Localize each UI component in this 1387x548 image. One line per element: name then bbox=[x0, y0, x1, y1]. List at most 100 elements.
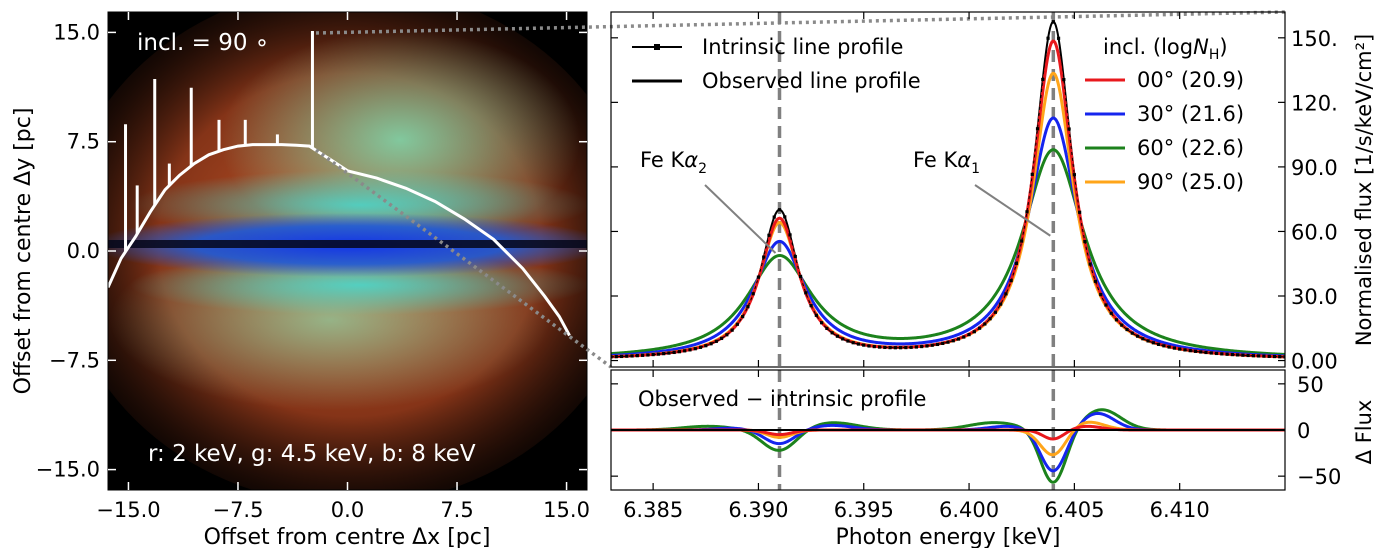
intrinsic-marker bbox=[630, 354, 634, 358]
image-y-tick-label: −7.5 bbox=[49, 348, 100, 372]
intrinsic-marker bbox=[741, 315, 745, 319]
legend-left: Intrinsic line profile Observed line pro… bbox=[632, 35, 921, 93]
intrinsic-marker bbox=[804, 291, 808, 295]
legend-right-title: incl. (logNH) bbox=[1103, 35, 1228, 63]
intrinsic-marker bbox=[825, 326, 829, 331]
intrinsic-marker bbox=[614, 355, 618, 359]
intrinsic-marker bbox=[899, 346, 903, 350]
intrinsic-marker bbox=[1278, 355, 1282, 359]
delta-tick-label: 50 bbox=[1297, 373, 1324, 397]
legend-intrinsic-label: Intrinsic line profile bbox=[702, 35, 903, 59]
observed-profile-line bbox=[611, 21, 1285, 358]
intrinsic-marker bbox=[1241, 353, 1245, 357]
energy-axis-label: Photon energy [keV] bbox=[835, 525, 1060, 548]
image-panel: −15.0 −7.5 0.0 7.5 15.0 15.0 7.5 0.0 −7.5 −15.0 i… bbox=[11, 11, 590, 548]
flux-tick-label: 90.0 bbox=[1291, 156, 1338, 180]
intrinsic-marker bbox=[1020, 239, 1024, 243]
inclination-label: incl. = 90 ∘ bbox=[137, 30, 269, 56]
intrinsic-marker bbox=[1204, 350, 1208, 355]
energy-tick-label: 6.395 bbox=[834, 498, 894, 522]
intrinsic-marker bbox=[1157, 342, 1161, 346]
intrinsic-marker bbox=[1141, 337, 1145, 341]
intrinsic-marker bbox=[999, 302, 1003, 306]
intrinsic-marker bbox=[1188, 349, 1192, 353]
intrinsic-marker bbox=[788, 233, 792, 237]
residual-annotation: Observed − intrinsic profile bbox=[638, 387, 926, 411]
intrinsic-marker bbox=[625, 354, 629, 358]
image-x-tick-label: 7.5 bbox=[440, 498, 473, 522]
profile-series-1 bbox=[611, 116, 1285, 358]
intrinsic-marker bbox=[1125, 327, 1129, 332]
energy-tick-label: 6.385 bbox=[623, 498, 683, 522]
intrinsic-marker bbox=[846, 339, 850, 343]
intrinsic-marker bbox=[1051, 20, 1055, 24]
intrinsic-marker bbox=[704, 344, 708, 348]
flux-tick-label: 120. bbox=[1291, 91, 1338, 115]
legend-intrinsic-marker bbox=[654, 44, 660, 50]
image-x-tick-label: −7.5 bbox=[212, 498, 263, 522]
bottom-ticks: 6.385 6.390 6.395 6.400 6.405 6.410 50 0 −50 bbox=[611, 370, 1341, 522]
intrinsic-marker bbox=[1193, 349, 1198, 353]
fe-ka1-arrow bbox=[974, 184, 1051, 237]
fe-ka2-arrow bbox=[704, 184, 777, 254]
intrinsic-marker bbox=[656, 352, 660, 356]
image-y-tick-label: 0.0 bbox=[67, 239, 100, 263]
flux-axis-label: Normalised flux [1/s/keV/cm²] bbox=[1352, 34, 1376, 346]
fe-ka2-label: Fe Kα2 bbox=[640, 148, 707, 177]
intrinsic-marker bbox=[1035, 127, 1040, 131]
intrinsic-marker bbox=[619, 354, 624, 359]
intrinsic-marker bbox=[988, 317, 992, 321]
legend-label-0: 00° (20.9) bbox=[1137, 68, 1244, 92]
zoom-connectors bbox=[314, 10, 1286, 369]
intrinsic-marker bbox=[1120, 323, 1124, 327]
annotation-fe-ka2: Fe Kα2 bbox=[640, 148, 777, 254]
intrinsic-marker bbox=[1004, 292, 1008, 296]
fe-ka1-label: Fe Kα1 bbox=[913, 148, 980, 177]
intrinsic-marker bbox=[1062, 78, 1066, 82]
intrinsic-marker bbox=[762, 255, 766, 259]
flux-tick-label: 60.0 bbox=[1291, 220, 1338, 244]
energy-tick-label: 6.390 bbox=[728, 498, 788, 522]
intrinsic-marker bbox=[809, 303, 813, 308]
energy-tick-label: 6.400 bbox=[939, 498, 999, 522]
intrinsic-marker bbox=[746, 305, 750, 309]
top-frame bbox=[610, 11, 1286, 368]
intrinsic-marker bbox=[1056, 36, 1061, 40]
overlay-spikes bbox=[124, 30, 314, 252]
legend-label-2: 60° (22.6) bbox=[1137, 136, 1244, 160]
intrinsic-marker bbox=[856, 342, 861, 346]
intrinsic-marker bbox=[1146, 339, 1150, 343]
legend-observed-label: Observed line profile bbox=[702, 69, 921, 93]
intrinsic-marker bbox=[783, 215, 787, 219]
image-x-tick-label: 0.0 bbox=[331, 498, 364, 522]
image-y-axis-label: Offset from centre Δy [pc] bbox=[11, 108, 36, 395]
intrinsic-marker bbox=[904, 345, 908, 350]
legend-label-1: 30° (21.6) bbox=[1137, 102, 1244, 126]
intrinsic-marker bbox=[841, 337, 845, 341]
intrinsic-marker bbox=[1251, 354, 1256, 358]
residual-series-1 bbox=[611, 411, 1285, 473]
intrinsic-marker bbox=[1199, 350, 1203, 354]
delta-tick-label: −50 bbox=[1297, 465, 1341, 489]
line-profile-panel: 0.00 30.0 60.0 90.0 120. 150. Normalised flux… bbox=[610, 11, 1376, 374]
intrinsic-marker bbox=[777, 208, 782, 212]
intrinsic-marker bbox=[930, 343, 934, 347]
intrinsic-marker bbox=[814, 313, 818, 317]
intrinsic-marker bbox=[709, 342, 713, 346]
image-y-tick-label: 15.0 bbox=[53, 20, 100, 44]
residual-panel: 6.385 6.390 6.395 6.400 6.405 6.410 50 0 −50 Obs… bbox=[610, 369, 1376, 548]
image-x-tick-label: 15.0 bbox=[543, 498, 590, 522]
intrinsic-marker bbox=[951, 339, 955, 343]
flux-tick-label: 0.00 bbox=[1291, 350, 1338, 374]
intrinsic-marker bbox=[835, 334, 840, 338]
legend-right: incl. (logNH) 00° (20.9) 30° (21.6) 60° (2… bbox=[1085, 35, 1244, 194]
intrinsic-marker bbox=[667, 351, 671, 355]
flux-tick-label: 150. bbox=[1291, 27, 1338, 51]
intrinsic-marker bbox=[798, 274, 803, 279]
flux-tick-label: 30.0 bbox=[1291, 285, 1338, 309]
intrinsic-marker bbox=[941, 341, 945, 346]
delta-tick-label: 0 bbox=[1297, 419, 1310, 443]
image-y-tick-label: 7.5 bbox=[67, 130, 100, 154]
channel-label: r: 2 keV, g: 4.5 keV, b: 8 keV bbox=[148, 441, 476, 467]
